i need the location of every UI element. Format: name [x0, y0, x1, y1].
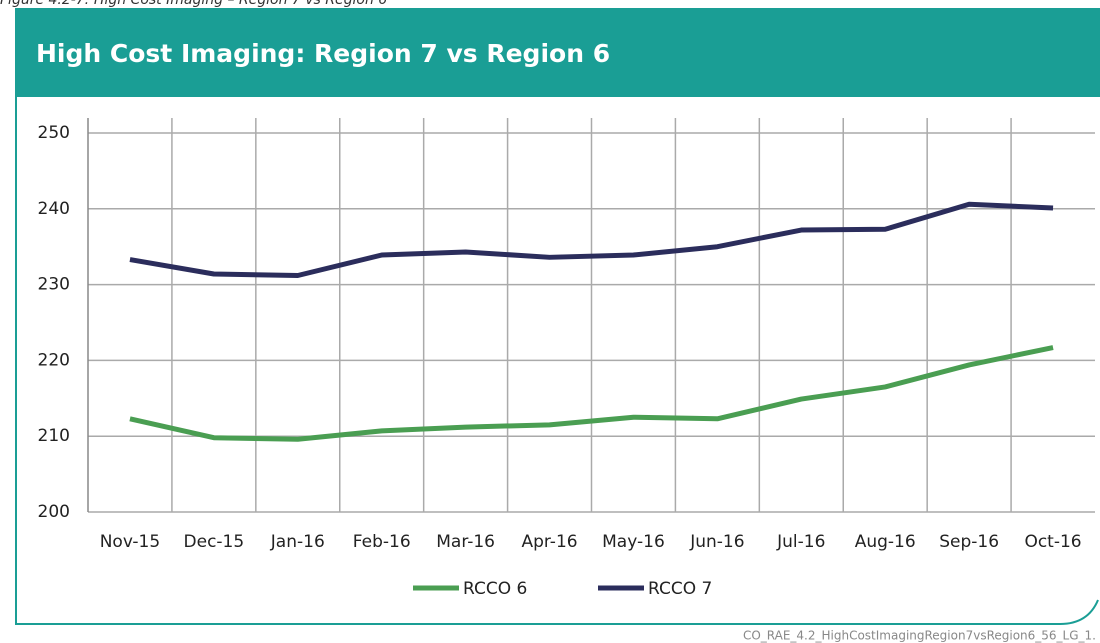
- chart-title: High Cost Imaging: Region 7 vs Region 6: [36, 39, 610, 68]
- y-tick-label: 220: [38, 350, 70, 370]
- x-tick-label: May-16: [602, 532, 665, 552]
- y-tick-label: 240: [38, 199, 70, 219]
- y-tick-label: 230: [38, 275, 70, 295]
- x-tick-label: Nov-15: [100, 532, 161, 552]
- caption: Figure 4.2-7: High Cost Imaging – Region…: [0, 0, 387, 8]
- panel-border: [15, 97, 1099, 625]
- x-tick-label: Apr-16: [521, 532, 577, 552]
- header: [15, 8, 1100, 97]
- x-tick-label: Feb-16: [353, 532, 411, 552]
- x-tick-label: Jul-16: [776, 532, 825, 552]
- x-tick-label: Dec-15: [184, 532, 245, 552]
- x-tick-label: Mar-16: [436, 532, 495, 552]
- y-tick-label: 210: [38, 426, 70, 446]
- x-tick-label: Aug-16: [855, 532, 916, 552]
- y-tick-label: 250: [38, 123, 70, 143]
- legend-label: RCCO 6: [463, 579, 527, 599]
- x-tick-label: Jan-16: [270, 532, 325, 552]
- footer: CO_RAE_4.2_HighCostImagingRegion7vsRegio…: [743, 629, 1096, 643]
- x-tick-label: Jun-16: [689, 532, 744, 552]
- y-tick-label: 200: [38, 502, 70, 522]
- series-line: [129, 345, 1054, 442]
- x-tick-label: Oct-16: [1024, 532, 1081, 552]
- series-line: [129, 201, 1054, 279]
- x-tick-label: Sep-16: [939, 532, 999, 552]
- legend-label: RCCO 7: [648, 579, 712, 599]
